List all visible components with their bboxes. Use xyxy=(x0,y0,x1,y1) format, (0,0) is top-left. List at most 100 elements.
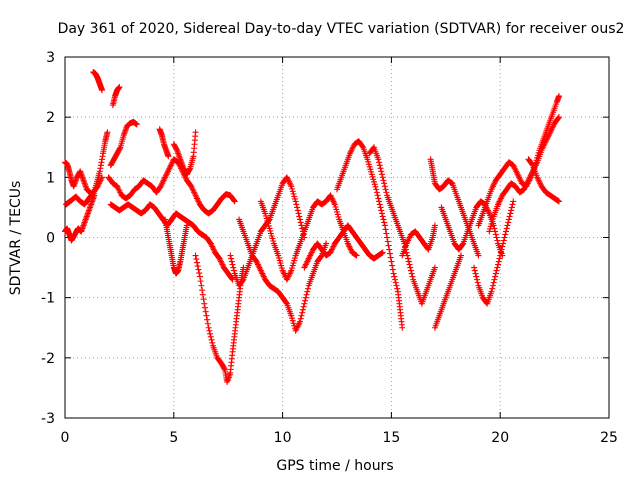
data-point-plus xyxy=(379,213,386,220)
data-point-plus xyxy=(529,161,536,168)
data-point-plus xyxy=(406,261,413,268)
data-point-plus xyxy=(375,195,382,202)
data-point-plus xyxy=(378,171,385,178)
data-point-plus xyxy=(503,225,510,232)
data-point-plus xyxy=(204,320,211,327)
data-point-plus xyxy=(393,282,400,289)
y-tick-label: -3 xyxy=(41,411,55,427)
data-point-plus xyxy=(206,327,213,334)
data-point-plus xyxy=(228,275,235,282)
data-point-plus xyxy=(303,291,310,298)
data-point-plus xyxy=(394,285,401,292)
series-track-R xyxy=(366,144,438,307)
data-point-plus xyxy=(203,312,210,319)
data-point-plus xyxy=(490,279,497,286)
data-point-plus xyxy=(386,246,393,253)
data-point-plus xyxy=(492,231,499,238)
data-point-plus xyxy=(298,312,305,319)
data-point-plus xyxy=(293,201,300,208)
data-point-plus xyxy=(192,129,199,136)
data-point-plus xyxy=(91,192,98,199)
series-track-Q xyxy=(334,138,406,331)
data-point-plus xyxy=(382,226,389,233)
data-point-plus xyxy=(474,279,481,286)
data-point-plus xyxy=(473,273,480,280)
data-point-plus xyxy=(399,324,406,331)
data-point-plus xyxy=(459,241,466,248)
series-track-U xyxy=(438,198,506,259)
data-point-plus xyxy=(294,207,301,214)
data-point-plus xyxy=(500,237,507,244)
series-track-F xyxy=(107,118,140,169)
x-axis-label: GPS time / hours xyxy=(276,458,393,474)
data-point-plus xyxy=(497,252,504,259)
data-point-plus xyxy=(374,192,381,199)
data-point-plus xyxy=(471,267,478,274)
data-point-plus xyxy=(471,264,478,271)
data-point-plus xyxy=(98,174,105,181)
data-point-plus xyxy=(318,253,325,260)
data-point-plus xyxy=(302,297,309,304)
data-point-plus xyxy=(504,222,511,229)
data-point-plus xyxy=(378,210,385,217)
data-point-plus xyxy=(495,261,502,268)
data-point-plus xyxy=(375,156,382,163)
data-point-plus xyxy=(501,234,508,241)
data-point-plus xyxy=(381,222,388,229)
data-point-plus xyxy=(104,129,111,136)
data-point-plus xyxy=(555,115,562,122)
data-point-plus xyxy=(227,252,234,259)
data-point-plus xyxy=(302,294,309,301)
data-point-plus xyxy=(304,285,311,292)
data-point-plus xyxy=(384,234,391,241)
x-tick-label: 25 xyxy=(600,430,618,446)
data-point-plus xyxy=(292,198,299,205)
data-point-plus xyxy=(231,198,238,205)
data-point-plus xyxy=(381,180,388,187)
series-track-P xyxy=(301,222,386,271)
data-point-plus xyxy=(197,278,204,285)
data-point-plus xyxy=(383,230,390,237)
data-point-plus xyxy=(431,222,438,229)
data-point-plus xyxy=(230,264,237,271)
data-point-plus xyxy=(196,273,203,280)
data-point-plus xyxy=(379,249,386,256)
data-point-plus xyxy=(376,198,383,205)
data-point-plus xyxy=(391,273,398,280)
x-tick-label: 5 xyxy=(169,430,178,446)
data-point-plus xyxy=(492,273,499,280)
data-point-plus xyxy=(496,255,503,262)
series-track-N xyxy=(236,216,330,334)
data-point-plus xyxy=(505,219,512,226)
data-point-plus xyxy=(388,258,395,265)
data-point-plus xyxy=(385,242,392,249)
data-point-plus xyxy=(390,270,397,277)
data-point-plus xyxy=(376,162,383,169)
data-point-plus xyxy=(192,252,199,259)
data-point-plus xyxy=(208,336,215,343)
data-point-plus xyxy=(200,296,207,303)
data-point-plus xyxy=(431,264,438,271)
series-track-E xyxy=(109,84,123,109)
data-point-plus xyxy=(204,316,211,323)
data-point-plus xyxy=(133,121,140,128)
data-point-plus xyxy=(500,240,507,247)
data-point-plus xyxy=(497,249,504,256)
data-point-plus xyxy=(475,252,482,259)
data-point-plus xyxy=(498,246,505,253)
data-point-plus xyxy=(301,300,308,307)
data-point-plus xyxy=(555,198,562,205)
data-point-plus xyxy=(295,210,302,217)
data-point-plus xyxy=(378,168,385,175)
data-point-plus xyxy=(201,304,208,311)
data-point-plus xyxy=(196,270,203,277)
series-track-J xyxy=(156,126,172,160)
data-point-plus xyxy=(231,267,238,274)
data-point-plus xyxy=(389,266,396,273)
series-track-W xyxy=(471,198,517,307)
data-point-plus xyxy=(389,262,396,269)
data-points xyxy=(62,69,562,385)
data-point-plus xyxy=(509,201,516,208)
data-point-plus xyxy=(231,197,238,204)
